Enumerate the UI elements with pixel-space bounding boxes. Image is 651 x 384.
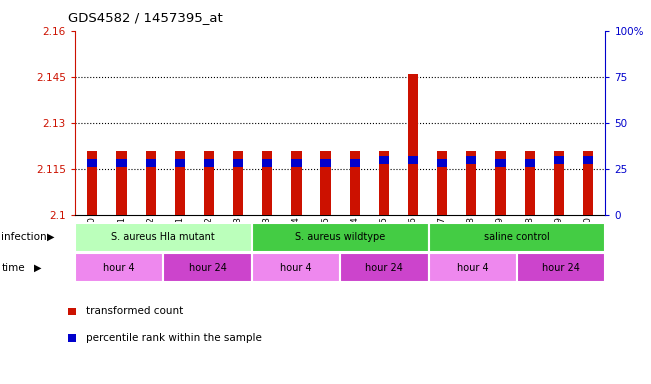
Text: time: time [1,263,25,273]
Bar [554,156,564,164]
Bar [320,159,331,167]
Bar [75,223,252,252]
Bar [495,151,506,215]
Bar [525,159,534,167]
Bar [320,151,331,215]
Bar [466,156,477,164]
Bar [408,156,418,164]
Bar [408,74,418,215]
Bar [428,223,605,252]
Bar [262,151,272,215]
Bar [233,159,243,167]
Text: ▶: ▶ [47,232,55,242]
Bar [583,151,593,215]
Bar [146,151,156,215]
Bar [525,151,534,215]
Text: infection: infection [1,232,47,242]
Bar [204,159,214,167]
Bar [252,253,340,282]
Text: transformed count: transformed count [86,306,183,316]
Bar [174,159,185,167]
Text: S. aureus Hla mutant: S. aureus Hla mutant [111,232,215,242]
Bar [117,159,126,167]
Bar [428,253,517,282]
Bar [117,151,126,215]
Bar [379,151,389,215]
Text: GDS4582 / 1457395_at: GDS4582 / 1457395_at [68,12,223,25]
Text: percentile rank within the sample: percentile rank within the sample [86,333,262,343]
Bar [379,156,389,164]
Bar [466,151,477,215]
Bar [146,159,156,167]
Bar [233,151,243,215]
Text: S. aureus wildtype: S. aureus wildtype [295,232,385,242]
Text: hour 4: hour 4 [457,263,489,273]
Text: saline control: saline control [484,232,550,242]
Text: ▶: ▶ [34,263,42,273]
Bar [75,253,163,282]
Bar [87,151,98,215]
Text: hour 4: hour 4 [280,263,312,273]
Bar [252,223,428,252]
Bar [437,159,447,167]
Text: hour 4: hour 4 [104,263,135,273]
Bar [87,159,98,167]
Text: hour 24: hour 24 [365,263,404,273]
Bar [495,159,506,167]
Bar [174,151,185,215]
Bar [350,151,360,215]
Bar [262,159,272,167]
Bar [340,253,428,282]
Bar [517,253,605,282]
Bar [350,159,360,167]
Bar [437,151,447,215]
Bar [583,156,593,164]
Bar [554,151,564,215]
Bar [291,159,301,167]
Bar [163,253,252,282]
Bar [291,151,301,215]
Bar [204,151,214,215]
Text: hour 24: hour 24 [542,263,580,273]
Text: hour 24: hour 24 [189,263,227,273]
